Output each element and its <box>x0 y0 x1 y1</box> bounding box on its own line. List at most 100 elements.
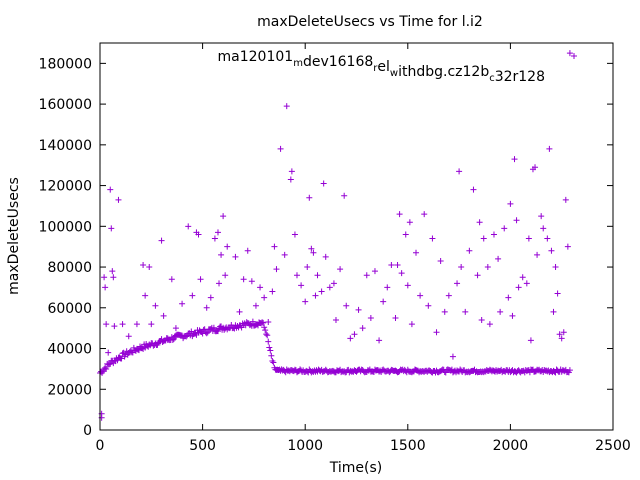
data-point <box>367 314 374 321</box>
data-point <box>566 50 573 57</box>
data-point <box>271 243 278 250</box>
y-tick-label: 120000 <box>39 179 92 195</box>
data-point <box>293 272 300 279</box>
data-point <box>394 262 401 269</box>
data-point <box>261 324 268 331</box>
data-point <box>554 290 561 297</box>
data-point <box>232 253 239 260</box>
x-tick-label: 1500 <box>390 438 426 454</box>
data-point <box>484 264 491 271</box>
data-point <box>332 317 339 324</box>
data-point <box>566 367 573 374</box>
data-point <box>523 280 530 287</box>
x-tick-label: 0 <box>96 438 105 454</box>
y-tick-label: 40000 <box>47 342 92 358</box>
y-tick-label: 0 <box>83 423 92 439</box>
data-point <box>480 235 487 242</box>
data-point <box>320 180 327 187</box>
data-point <box>462 308 469 315</box>
data-point <box>107 360 114 367</box>
data-point <box>125 333 132 340</box>
data-point <box>172 325 179 332</box>
data-point <box>133 321 140 328</box>
data-point <box>388 262 395 269</box>
data-point <box>513 217 520 224</box>
x-tick-label: 2500 <box>595 438 631 454</box>
data-point <box>203 304 210 311</box>
data-point <box>544 235 551 242</box>
data-point <box>326 284 333 291</box>
data-point <box>248 278 255 285</box>
data-point <box>158 237 165 244</box>
data-point <box>252 302 259 309</box>
data-point <box>270 359 277 366</box>
data-point <box>384 284 391 291</box>
data-point <box>298 282 305 289</box>
data-point <box>259 319 266 326</box>
data-point <box>302 298 309 305</box>
data-point <box>437 257 444 264</box>
data-point <box>220 213 227 220</box>
data-point <box>103 366 110 373</box>
data-point <box>214 229 221 236</box>
legend-marker <box>571 53 577 59</box>
data-point <box>273 266 280 273</box>
data-point <box>287 176 294 183</box>
data-point <box>505 294 512 301</box>
data-point <box>511 156 518 163</box>
data-point <box>456 168 463 175</box>
y-tick-label: 60000 <box>47 301 92 317</box>
x-tick-label: 500 <box>189 438 216 454</box>
data-point <box>115 196 122 203</box>
data-point <box>102 364 109 371</box>
data-point <box>170 336 177 343</box>
y-axis-title: maxDeleteUsecs <box>6 177 22 295</box>
data-point <box>266 344 273 351</box>
data-point <box>519 274 526 281</box>
data-point <box>195 231 202 238</box>
data-point <box>214 328 221 335</box>
x-tick-label: 2000 <box>493 438 529 454</box>
chart-title: maxDeleteUsecs vs Time for l.i2 <box>257 14 483 30</box>
data-point <box>168 276 175 283</box>
data-point <box>538 213 545 220</box>
data-point <box>318 288 325 295</box>
data-point <box>105 349 112 356</box>
data-point <box>509 312 516 319</box>
data-point <box>265 319 272 326</box>
data-point <box>330 280 337 287</box>
data-point <box>308 245 315 252</box>
data-point <box>560 329 567 336</box>
data-point <box>277 145 284 152</box>
data-point <box>532 164 539 171</box>
plot-area <box>97 50 573 421</box>
y-tick-label: 100000 <box>39 219 92 235</box>
data-point <box>269 288 276 295</box>
x-tick-label: 1000 <box>287 438 323 454</box>
data-point <box>501 225 508 232</box>
data-point <box>160 312 167 319</box>
x-axis-title: Time(s) <box>329 460 382 476</box>
data-point <box>267 347 274 354</box>
y-axis: 0 20000 40000 60000 80000 100000 120000 140000 1… <box>39 56 613 439</box>
data-point <box>534 251 541 258</box>
data-point <box>556 331 563 338</box>
data-point <box>497 308 504 315</box>
data-point <box>265 338 272 345</box>
data-point <box>347 335 354 342</box>
data-point <box>507 200 514 207</box>
data-point <box>408 321 415 328</box>
data-point <box>216 280 223 287</box>
data-point <box>203 330 210 337</box>
data-point <box>210 324 217 331</box>
data-point <box>207 294 214 301</box>
data-point <box>263 331 270 338</box>
data-point <box>371 268 378 275</box>
data-point <box>396 211 403 218</box>
data-point <box>148 321 155 328</box>
data-point <box>413 249 420 256</box>
data-point <box>211 235 218 242</box>
data-point <box>236 308 243 315</box>
data-point <box>476 219 483 226</box>
